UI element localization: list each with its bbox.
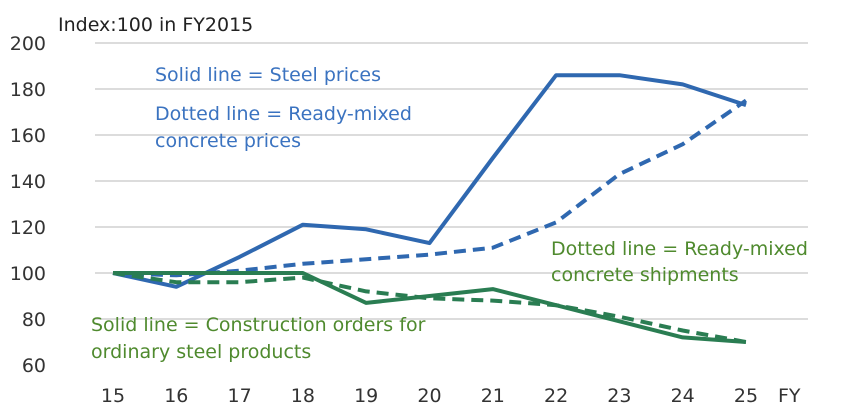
annotation-steel-prices: Solid line = Steel prices bbox=[155, 64, 382, 86]
annotation-shipments-line1: Dotted line = Ready-mixed bbox=[551, 238, 808, 260]
x-tick-label: 18 bbox=[291, 385, 315, 407]
y-tick-label: 160 bbox=[10, 125, 46, 147]
series-line-3 bbox=[112, 271, 747, 344]
x-tick-label: 24 bbox=[671, 385, 695, 407]
y-tick-label: 60 bbox=[22, 355, 46, 377]
series-line-0 bbox=[112, 73, 747, 289]
x-tick-label: 25 bbox=[734, 385, 758, 407]
y-tick-label: 100 bbox=[10, 263, 46, 285]
x-tick-label: 20 bbox=[417, 385, 441, 407]
y-tick-label: 140 bbox=[10, 171, 46, 193]
annotation-concrete-prices-line2: concrete prices bbox=[155, 130, 302, 152]
annotation-concrete-prices-line1: Dotted line = Ready-mixed bbox=[155, 103, 412, 125]
x-tick-label: 15 bbox=[101, 385, 125, 407]
chart-title: Index:100 in FY2015 bbox=[58, 14, 254, 36]
annotation-orders-line1: Solid line = Construction orders for bbox=[91, 314, 426, 336]
x-tick-label: 23 bbox=[607, 385, 631, 407]
annotation-shipments-line2: concrete shipments bbox=[551, 264, 739, 286]
x-axis-label: FY bbox=[778, 385, 801, 407]
x-tick-label: 19 bbox=[354, 385, 378, 407]
y-tick-label: 200 bbox=[10, 33, 46, 55]
y-tick-label: 120 bbox=[10, 217, 46, 239]
y-tick-label: 80 bbox=[22, 309, 46, 331]
series-line-2 bbox=[113, 271, 747, 344]
x-tick-label: 17 bbox=[228, 385, 252, 407]
annotation-orders-line2: ordinary steel products bbox=[91, 341, 312, 363]
x-tick-label: 21 bbox=[481, 385, 505, 407]
y-tick-label: 180 bbox=[10, 79, 46, 101]
x-tick-label: 16 bbox=[164, 385, 188, 407]
x-tick-label: 22 bbox=[544, 385, 568, 407]
